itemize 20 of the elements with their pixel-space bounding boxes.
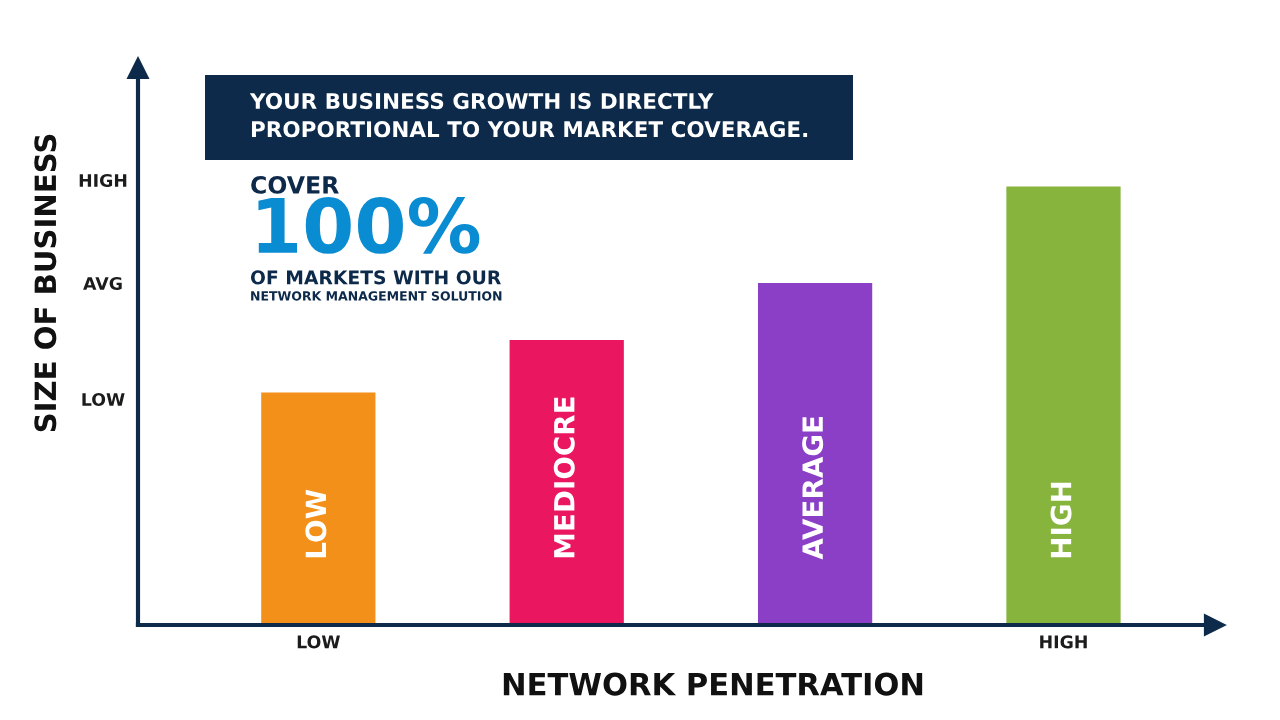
text: AVG — [83, 276, 122, 291]
x-tick-label: HIGH — [1050, 482, 1072, 558]
annotation: NETWORK MANAGEMENT SOLUTION — [251, 291, 502, 301]
text: HIGH — [79, 173, 127, 188]
text: LOW — [82, 392, 125, 407]
x-tick-label: LOW — [305, 489, 327, 558]
x-tick-label: AVERAGE — [802, 417, 824, 560]
annotation: OF MARKETS WITH OUR — [250, 270, 501, 285]
text: HIGH — [1040, 635, 1087, 649]
text: LOW — [297, 635, 340, 649]
y-axis-title: SIZE OF BUSINESS — [34, 134, 57, 432]
x-axis-title: NETWORK PENETRATION — [503, 672, 923, 696]
bar — [509, 339, 624, 625]
chart-title: YOUR BUSINESS GROWTH IS DIRECTLY PROPORTIONAL TO YOUR MARKET COVERAGE. — [249, 92, 808, 138]
x-tick-label: MEDIOCRE — [553, 397, 575, 558]
annotation: COVER — [251, 175, 339, 194]
bar — [261, 392, 376, 625]
bar — [1006, 186, 1121, 625]
annotation: 100% — [258, 197, 480, 254]
bar — [757, 282, 873, 625]
